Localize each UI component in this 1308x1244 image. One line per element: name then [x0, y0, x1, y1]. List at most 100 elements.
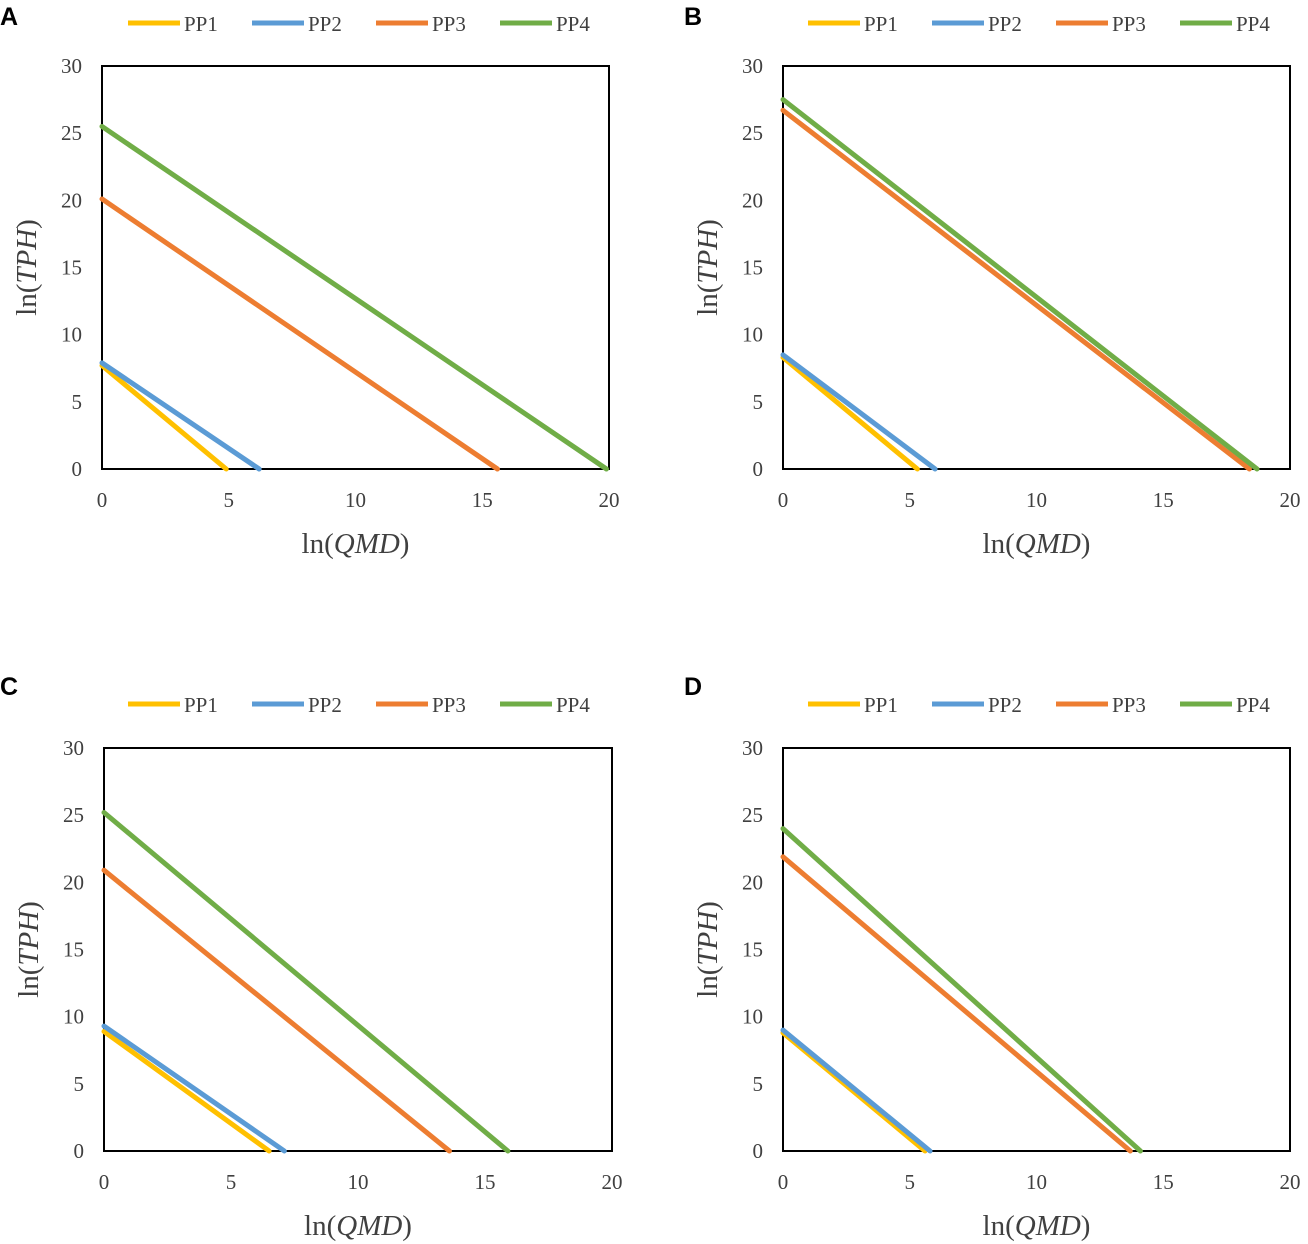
series-line-pp3 [780, 854, 1133, 1154]
x-tick-label: 20 [602, 1170, 623, 1194]
plot-area-frame [101, 65, 610, 470]
y-axis-title: ln(TPH) [692, 219, 724, 316]
y-tick-label: 5 [74, 1072, 85, 1096]
y-tick-label: 5 [753, 390, 764, 414]
series-line-pp3 [99, 196, 500, 472]
plot-area-frame [103, 747, 613, 1152]
x-axis-title: ln(QMD) [983, 1210, 1091, 1242]
y-tick-label: 20 [742, 188, 763, 212]
chart-panel-b: B PP1 PP2 PP3 PP4 0 5 10 15 20 25 30 0 5 10 15 20 ln(QMD)… [684, 3, 1301, 560]
x-axis-title: ln(QMD) [302, 528, 410, 560]
x-tick-label: 5 [224, 488, 235, 512]
plot-area-frame [782, 65, 1291, 470]
y-tick-label: 10 [63, 1005, 84, 1029]
x-tick-label: 5 [226, 1170, 237, 1194]
y-tick-label: 10 [742, 1005, 763, 1029]
chart-panel-c: C PP1 PP2 PP3 PP4 0 5 10 15 20 25 30 0 5 10 15 20 ln(QMD)… [0, 673, 623, 1242]
x-tick-label: 20 [1280, 1170, 1301, 1194]
x-tick-label: 15 [472, 488, 493, 512]
x-tick-label: 20 [599, 488, 620, 512]
y-tick-label: 15 [742, 256, 763, 280]
x-tick-label: 15 [1153, 488, 1174, 512]
y-tick-label: 30 [742, 54, 763, 78]
legend-label: PP2 [308, 693, 342, 717]
y-tick-label: 0 [753, 1139, 764, 1163]
series-line-pp4 [780, 97, 1260, 472]
series-line-pp2 [101, 1023, 287, 1154]
y-tick-label: 25 [61, 121, 82, 145]
x-tick-label: 0 [778, 1170, 789, 1194]
panel-letter: B [684, 3, 702, 31]
x-tick-label: 10 [1026, 1170, 1047, 1194]
series-line-pp2 [780, 352, 938, 472]
y-tick-label: 5 [753, 1072, 764, 1096]
series-line-pp3 [101, 867, 452, 1154]
series-line-pp2 [780, 1027, 933, 1154]
legend-label: PP1 [184, 12, 218, 36]
x-tick-label: 20 [1280, 488, 1301, 512]
x-tick-label: 0 [97, 488, 108, 512]
series-line-pp4 [101, 809, 511, 1154]
legend-label: PP2 [308, 12, 342, 36]
x-tick-label: 15 [475, 1170, 496, 1194]
y-tick-label: 25 [742, 803, 763, 827]
y-tick-label: 30 [61, 54, 82, 78]
chart-panel-a: A PP1 PP2 PP3 PP4 0 5 10 15 20 25 30 0 5 10 15 20 ln(QMD)… [0, 3, 620, 560]
legend-label: PP1 [184, 693, 218, 717]
series-line-pp4 [780, 826, 1143, 1154]
x-tick-label: 10 [1026, 488, 1047, 512]
legend-label: PP4 [1236, 693, 1270, 717]
y-tick-label: 25 [742, 121, 763, 145]
y-tick-label: 20 [742, 870, 763, 894]
legend-label: PP3 [1112, 12, 1146, 36]
legend-label: PP2 [988, 693, 1022, 717]
series-line-pp1 [101, 1028, 272, 1154]
x-tick-label: 15 [1153, 1170, 1174, 1194]
x-tick-label: 0 [99, 1170, 110, 1194]
legend-label: PP4 [556, 693, 590, 717]
series-line-pp3 [780, 107, 1252, 472]
panel-letter: A [0, 3, 18, 31]
chart-panel-d: D PP1 PP2 PP3 PP4 0 5 10 15 20 25 30 0 5 10 15 20 ln(QMD)… [684, 673, 1301, 1242]
y-tick-label: 25 [63, 803, 84, 827]
panel-letter: D [684, 673, 702, 701]
series-line-pp4 [99, 123, 609, 472]
x-axis-title: ln(QMD) [983, 528, 1091, 560]
panel-letter: C [0, 673, 18, 701]
y-axis-title: ln(TPH) [11, 219, 43, 316]
x-tick-label: 5 [905, 488, 916, 512]
legend-label: PP4 [1236, 12, 1270, 36]
legend: PP1 PP2 PP3 PP4 [128, 12, 590, 36]
series-line-pp2 [99, 360, 262, 472]
y-tick-label: 20 [63, 870, 84, 894]
x-tick-label: 5 [905, 1170, 916, 1194]
y-tick-label: 0 [753, 457, 764, 481]
legend-label: PP2 [988, 12, 1022, 36]
y-tick-label: 10 [61, 323, 82, 347]
y-tick-label: 10 [742, 323, 763, 347]
legend-label: PP1 [864, 12, 898, 36]
legend-label: PP1 [864, 693, 898, 717]
y-tick-label: 15 [61, 256, 82, 280]
x-tick-label: 10 [348, 1170, 369, 1194]
legend: PP1 PP2 PP3 PP4 [808, 693, 1270, 717]
legend-label: PP3 [432, 12, 466, 36]
legend-label: PP3 [432, 693, 466, 717]
x-axis-title: ln(QMD) [304, 1210, 412, 1242]
y-tick-label: 15 [742, 938, 763, 962]
legend: PP1 PP2 PP3 PP4 [808, 12, 1270, 36]
plot-area-frame [782, 747, 1291, 1152]
x-tick-label: 10 [345, 488, 366, 512]
y-tick-label: 20 [61, 188, 82, 212]
y-tick-label: 0 [72, 457, 83, 481]
legend-label: PP4 [556, 12, 590, 36]
series-line-pp1 [99, 363, 229, 472]
y-axis-title: ln(TPH) [13, 901, 45, 998]
x-tick-label: 0 [778, 488, 789, 512]
legend-label: PP3 [1112, 693, 1146, 717]
y-tick-label: 30 [742, 736, 763, 760]
legend: PP1 PP2 PP3 PP4 [128, 693, 590, 717]
series-line-pp1 [780, 355, 920, 472]
y-tick-label: 0 [74, 1139, 85, 1163]
